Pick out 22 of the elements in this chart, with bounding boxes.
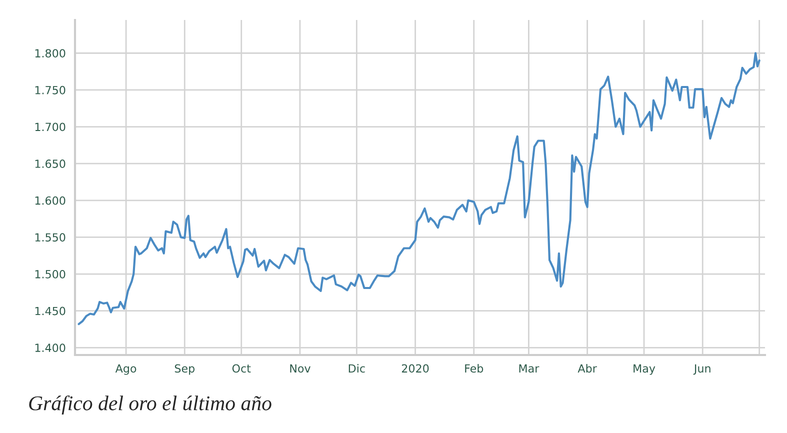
y-tick-label: 1.600	[35, 196, 66, 205]
x-tick-label: Ago	[115, 364, 136, 375]
y-tick-label: 1.750	[35, 86, 66, 94]
y-tick-label: 1.650	[35, 160, 66, 168]
text: Gráfico del oro el último año	[29, 395, 272, 415]
y-tick-label: 1.700	[35, 122, 66, 132]
x-tick-label: Oct	[232, 364, 251, 373]
x-tick-label: Jun	[693, 364, 710, 375]
y-tick-label: 1.800	[35, 49, 66, 58]
y-tick-label: 1.400	[35, 344, 66, 352]
x-tick-label: Nov	[290, 364, 310, 373]
x-tick-label: May	[634, 364, 656, 375]
x-tick-label: Feb	[465, 364, 484, 373]
y-tick-label: 1.450	[35, 306, 66, 316]
line-series	[78, 52, 760, 326]
y-tick-label: 1.550	[35, 233, 66, 242]
x-tick-label: Dic	[348, 364, 365, 373]
x-tick-label: Sep	[174, 364, 195, 375]
x-tick-label: 2020	[402, 364, 429, 373]
y-tick-label: 1.500	[35, 270, 66, 278]
x-tick-label: Abr	[578, 364, 597, 373]
x-tick-label: Mar	[519, 364, 540, 373]
